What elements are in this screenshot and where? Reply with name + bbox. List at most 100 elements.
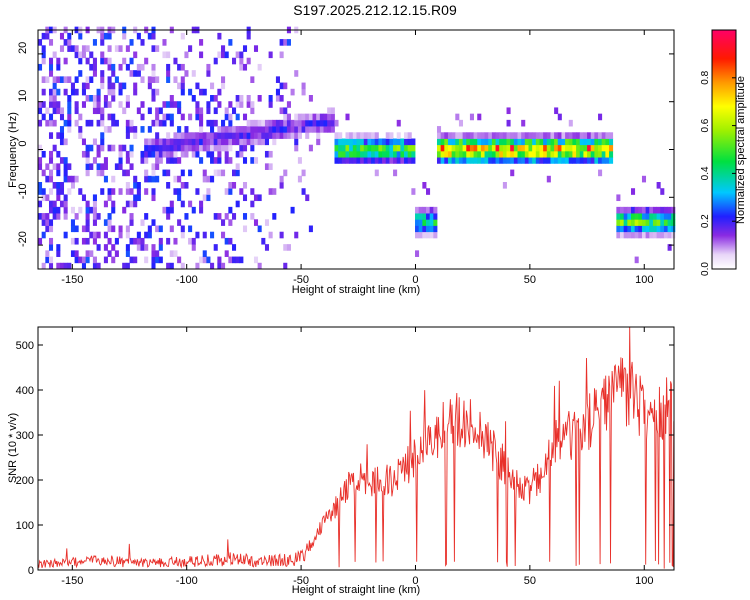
spectrogram-cell xyxy=(92,107,97,115)
spectrogram-cell xyxy=(111,144,116,152)
spectrogram-cell xyxy=(100,119,105,127)
spectrogram-cell xyxy=(316,138,321,146)
spectrogram-cell xyxy=(81,225,86,233)
spectrogram-cell xyxy=(103,32,108,40)
spectrogram-cell xyxy=(70,250,75,257)
spectrogram-cell xyxy=(206,188,211,195)
spectrogram-cell xyxy=(224,138,229,146)
spectrogram-cell xyxy=(56,132,61,139)
spectrogram-cell xyxy=(41,32,46,40)
spectrogram-cell xyxy=(261,138,266,146)
spectrogram-cell xyxy=(129,144,134,152)
spectrogram-cell xyxy=(590,157,595,164)
spectrogram-cell xyxy=(513,157,518,164)
spectrogram-cell xyxy=(250,132,255,139)
spectrogram-cell xyxy=(605,138,610,146)
spectrogram-cell xyxy=(78,32,83,40)
spectrogram-cell xyxy=(374,132,379,139)
spectrogram-cell xyxy=(136,244,141,251)
spectrogram-cell xyxy=(275,132,280,139)
spectrogram-cell xyxy=(38,157,43,164)
spectrogram-cell xyxy=(458,157,464,164)
spectrogram-cell xyxy=(118,225,123,233)
spectrogram-cell xyxy=(396,157,401,164)
spectrogram-cell xyxy=(367,144,372,152)
spectrogram-cell xyxy=(239,95,244,102)
spectrogram-cell xyxy=(506,119,511,127)
spectrogram-cell xyxy=(444,157,449,164)
spectrogram-cell xyxy=(151,169,156,177)
spectrogram-cell xyxy=(59,126,65,133)
spectrogram-cell xyxy=(100,132,105,139)
spectrogram-cell xyxy=(382,157,387,164)
spectrogram-cell xyxy=(177,132,182,139)
spectrogram-cell xyxy=(89,231,94,239)
spectrogram-cell xyxy=(268,126,273,133)
spectrogram-cell xyxy=(645,219,650,226)
spectrogram-cell xyxy=(140,113,145,121)
spectrogram-cell xyxy=(180,63,185,71)
spectrogram-cell xyxy=(202,144,207,152)
spectrogram-cell xyxy=(609,132,614,139)
spectrogram-cell xyxy=(221,169,226,177)
spectrogram-cell xyxy=(667,244,672,251)
spectrogram-cell xyxy=(213,57,218,65)
spectrogram-cell xyxy=(491,132,496,139)
spectrogram-cell xyxy=(477,150,482,158)
spectrogram-cell xyxy=(155,45,160,52)
spectrogram-cell xyxy=(45,219,50,226)
spectrogram-cell xyxy=(286,113,291,121)
spectrogram-cell xyxy=(173,138,178,146)
spectrogram-cell xyxy=(605,132,610,139)
spectrogram-cell xyxy=(136,107,141,115)
spectrogram-cell xyxy=(382,144,387,152)
spectrogram-cell xyxy=(279,39,284,46)
spectrogram-cell xyxy=(272,188,277,195)
spectrogram-cell xyxy=(96,107,101,115)
spectrogram-cell xyxy=(224,144,229,152)
spectrogram-cell xyxy=(352,150,357,158)
spectrogram-cell xyxy=(202,231,207,239)
spectrogram-cell xyxy=(407,132,412,139)
spectrogram-cell xyxy=(594,132,599,139)
spectrogram-cell xyxy=(74,237,79,245)
spectrogram-cell xyxy=(576,157,581,164)
spectrogram-cell xyxy=(290,119,295,127)
spectrogram-cell xyxy=(136,188,141,195)
spectrogram-cell xyxy=(184,126,189,133)
spectrogram-cell xyxy=(59,262,65,270)
spectrogram-cell xyxy=(660,219,665,226)
spectrogram-cell xyxy=(195,101,200,108)
spectrogram-cell xyxy=(103,256,108,264)
spectrogram-cell xyxy=(155,113,160,121)
spectrogram-cell xyxy=(184,132,189,139)
spectrogram-cell xyxy=(279,132,284,139)
spectrogram-cell xyxy=(532,138,537,146)
spectrogram-cell xyxy=(667,213,672,220)
spectrogram-cell xyxy=(480,138,485,146)
spectrogram-cell xyxy=(180,200,185,208)
spectrogram-cell xyxy=(257,262,262,270)
spectrogram-cell xyxy=(411,144,416,152)
spectrogram-cell xyxy=(418,231,423,239)
spectrogram-cell xyxy=(41,101,46,108)
spectrogram-cell xyxy=(228,101,233,108)
spectrogram-cell xyxy=(235,51,240,59)
spectrogram-cell xyxy=(294,126,299,133)
spectrogram-cell xyxy=(480,157,485,164)
spectrogram-cell xyxy=(133,51,138,59)
spectrogram-cell xyxy=(184,138,189,146)
spectrogram-cell xyxy=(67,76,72,83)
spectrogram-cell xyxy=(100,138,105,146)
spectrogram-cell xyxy=(246,95,251,102)
spectrogram-cell xyxy=(440,138,445,146)
spectrogram-cell xyxy=(407,157,412,164)
spectrogram-cell xyxy=(41,231,46,239)
spectrogram-cell xyxy=(264,163,270,170)
spectrogram-cell xyxy=(107,32,112,40)
spectrogram-cell xyxy=(224,157,229,164)
spectrogram-cell xyxy=(89,250,94,257)
spectrogram-cell xyxy=(594,138,599,146)
spectrogram-cell xyxy=(155,88,160,96)
